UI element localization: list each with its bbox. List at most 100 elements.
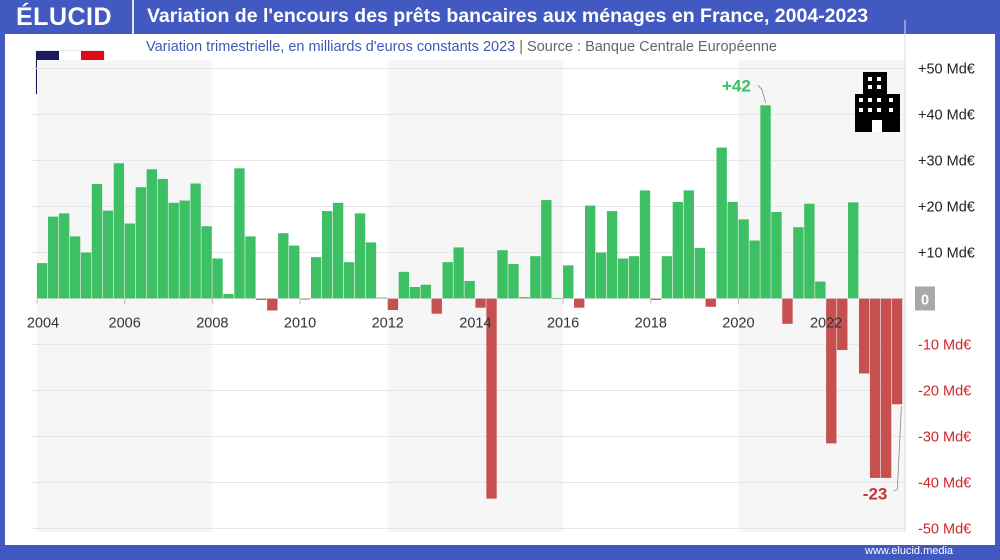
bar (880, 298, 892, 478)
bar (617, 258, 629, 299)
bar (891, 298, 903, 405)
bar (595, 252, 607, 299)
bar (782, 298, 793, 324)
bar (837, 298, 848, 351)
bar (848, 202, 859, 299)
bar (398, 271, 410, 299)
x-tick-label: 2012 (372, 316, 404, 332)
bar (80, 252, 92, 299)
bar (705, 298, 716, 307)
bar (256, 298, 267, 300)
bar (431, 298, 442, 314)
y-tick-label: -30 Md€ (918, 430, 971, 446)
bar (826, 298, 837, 444)
bar (223, 293, 234, 299)
bar (650, 298, 662, 300)
bar (69, 236, 81, 299)
bar (267, 298, 278, 311)
x-tick-label: 2018 (635, 316, 667, 332)
x-tick-label: 2016 (547, 316, 579, 332)
bar (332, 202, 344, 299)
subtitle-separator: | (519, 39, 524, 55)
bar (661, 256, 673, 299)
annotation-label: +42 (722, 76, 751, 95)
bar (289, 245, 300, 299)
source-text: Source : Banque Centrale Européenne (527, 39, 777, 55)
annotation-leader (757, 85, 767, 104)
bar (716, 147, 727, 299)
bar (639, 190, 651, 299)
bar (869, 298, 881, 478)
bar (58, 213, 70, 299)
bar (683, 190, 694, 299)
bar (278, 233, 289, 299)
bar (376, 297, 388, 299)
elucid-logo: ÉLUCID (16, 3, 113, 31)
bar (201, 226, 212, 299)
subtitle-text: Variation trimestrielle, en milliards d'… (146, 39, 516, 55)
y-tick-label: +30 Md€ (918, 154, 975, 170)
y-tick-label: -10 Md€ (918, 338, 971, 354)
bar (321, 211, 333, 299)
bar (563, 265, 574, 299)
bar (793, 227, 804, 299)
bar (727, 201, 738, 299)
bar (212, 258, 223, 299)
bar (146, 169, 157, 299)
bar (113, 163, 125, 299)
x-tick-label: 2022 (810, 316, 842, 332)
x-tick-label: 2010 (284, 316, 316, 332)
bar (91, 183, 103, 299)
bar (804, 203, 815, 299)
x-tick-label: 2014 (459, 316, 491, 332)
y-tick-label: +20 Md€ (918, 200, 975, 216)
bar (475, 298, 486, 308)
bar (47, 216, 59, 299)
bar (815, 281, 826, 299)
bar (694, 247, 705, 299)
bar (365, 242, 377, 299)
bar (442, 262, 453, 299)
footer-url[interactable]: www.elucid.media (865, 545, 954, 557)
bar (519, 297, 530, 299)
bar (168, 202, 179, 299)
bar (541, 200, 552, 299)
y-tick-label: +10 Md€ (918, 246, 975, 262)
y-tick-label: -40 Md€ (918, 476, 971, 492)
x-tick-label: 2008 (196, 316, 228, 332)
bar (508, 264, 519, 299)
x-tick-label: 2004 (27, 316, 59, 332)
bar (387, 298, 399, 310)
bar (530, 256, 541, 299)
bar (738, 219, 749, 299)
y-tick-label: -50 Md€ (918, 522, 971, 538)
chart-subtitle: Variation trimestrielle, en milliards d'… (146, 39, 777, 55)
bar (135, 187, 146, 299)
annotation-leader (893, 406, 902, 492)
building-icon (855, 72, 900, 132)
bar (574, 298, 585, 308)
page-title: Variation de l'encours des prêts bancair… (147, 5, 869, 27)
bar (179, 200, 190, 299)
bar (760, 105, 771, 299)
bar (354, 213, 366, 299)
bar (464, 281, 475, 299)
bar (486, 298, 497, 499)
zero-label-box (915, 286, 935, 311)
header-divider (132, 0, 134, 34)
bar (343, 262, 355, 299)
x-tick-label: 2006 (109, 316, 141, 332)
header-bar: ÉLUCID Variation de l'encours des prêts … (0, 0, 1000, 34)
annotation-label: -23 (863, 484, 888, 503)
bar (37, 263, 48, 299)
bar (771, 212, 782, 299)
bar (409, 287, 420, 299)
bar (497, 250, 508, 299)
bar (628, 256, 640, 299)
x-tick-label: 2020 (722, 316, 754, 332)
y-tick-label: +50 Md€ (918, 62, 975, 78)
bar (859, 298, 870, 374)
bar (420, 284, 431, 299)
bar (190, 183, 201, 299)
